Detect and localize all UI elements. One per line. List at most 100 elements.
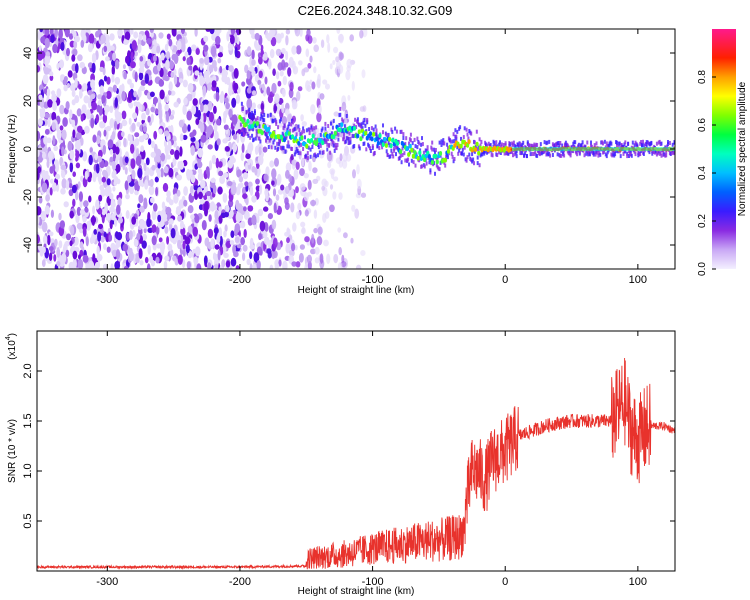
noise-blob (180, 29, 185, 35)
signal-halo (572, 149, 575, 154)
signal-halo (603, 139, 606, 144)
noise-blob (235, 94, 241, 104)
signal-core (352, 125, 357, 131)
noise-blob (205, 190, 212, 197)
noise-blob (115, 157, 119, 165)
signal-halo (508, 144, 511, 149)
noise-blob (316, 236, 323, 246)
noise-blob (176, 174, 183, 181)
spectrogram-y-axis-label: Frequency (Hz) (7, 115, 18, 184)
noise-blob (249, 186, 254, 196)
noise-blob (157, 163, 161, 169)
noise-blob (138, 33, 143, 41)
noise-blob (183, 186, 189, 196)
signal-halo (337, 137, 340, 142)
noise-blob (80, 113, 84, 122)
signal-core (310, 138, 314, 143)
signal-halo (269, 112, 272, 117)
noise-blob (208, 64, 214, 73)
signal-halo (327, 137, 330, 142)
noise-blob (211, 80, 217, 88)
signal-halo (624, 140, 627, 145)
noise-blob (291, 99, 297, 106)
noise-blob (72, 198, 76, 207)
noise-blob (223, 230, 227, 238)
signal-halo (353, 144, 356, 148)
noise-blob (164, 130, 170, 137)
signal-halo (364, 123, 367, 128)
noise-blob (83, 95, 90, 104)
noise-blob (117, 197, 122, 207)
noise-blob (249, 263, 253, 269)
signal-halo (391, 129, 394, 134)
noise-blob (81, 104, 87, 115)
signal-halo (309, 154, 312, 159)
noise-blob (310, 104, 316, 115)
noise-blob (124, 167, 128, 175)
signal-halo (365, 147, 368, 152)
noise-blob (144, 179, 149, 190)
noise-blob (174, 149, 180, 160)
noise-blob (225, 102, 230, 110)
noise-blob (190, 136, 196, 142)
signal-halo (421, 142, 424, 147)
signal-halo (372, 127, 375, 132)
noise-blob (77, 125, 83, 133)
signal-halo (455, 134, 458, 139)
signal-halo (590, 144, 593, 149)
noise-blob (166, 33, 171, 40)
signal-halo (596, 150, 599, 155)
noise-blob (42, 152, 46, 159)
signal-halo (258, 124, 261, 129)
noise-blob (49, 154, 53, 164)
signal-halo (353, 123, 356, 128)
signal-halo (631, 140, 634, 145)
signal-halo (512, 153, 514, 158)
colorbar: 0.0 0.2 0.4 0.6 0.8 Normalized spectral ampl… (697, 29, 748, 276)
colorbar-label: Normalized spectral amplitude (737, 81, 748, 216)
tick-label: -100 (362, 576, 384, 588)
signal-halo (515, 154, 518, 159)
noise-blob (226, 76, 231, 86)
noise-blob (203, 186, 209, 193)
noise-blob (158, 79, 165, 87)
signal-halo (489, 143, 492, 147)
noise-blob (147, 115, 151, 123)
signal-halo (311, 127, 314, 132)
signal-halo (481, 152, 484, 157)
noise-blob (214, 130, 219, 142)
noise-blob (222, 193, 228, 203)
noise-blob (254, 167, 258, 176)
noise-blob (295, 261, 301, 268)
signal-halo (503, 151, 506, 156)
noise-blob (67, 70, 73, 78)
signal-halo (660, 153, 663, 158)
noise-blob (37, 234, 40, 245)
noise-blob (272, 237, 278, 249)
noise-blob (91, 102, 98, 111)
signal-core (466, 143, 470, 148)
noise-blob (129, 82, 135, 89)
noise-blob (314, 246, 320, 255)
signal-core (368, 131, 373, 137)
signal-halo (287, 140, 290, 145)
noise-blob (72, 129, 76, 139)
signal-halo (460, 136, 462, 141)
signal-halo (266, 113, 269, 118)
noise-blob (112, 52, 117, 61)
noise-blob (109, 118, 115, 128)
signal-halo (440, 139, 443, 144)
signal-halo (420, 142, 423, 147)
noise-blob (256, 260, 261, 269)
signal-halo (563, 153, 566, 158)
signal-core (340, 122, 344, 127)
noise-blob (273, 202, 277, 214)
noise-blob (260, 44, 264, 51)
noise-blob (197, 161, 203, 169)
noise-blob (300, 221, 306, 228)
noise-blob (304, 236, 310, 243)
signal-halo (650, 141, 653, 146)
noise-blob (279, 70, 284, 77)
noise-blob (338, 159, 343, 168)
noise-blob (144, 73, 149, 84)
